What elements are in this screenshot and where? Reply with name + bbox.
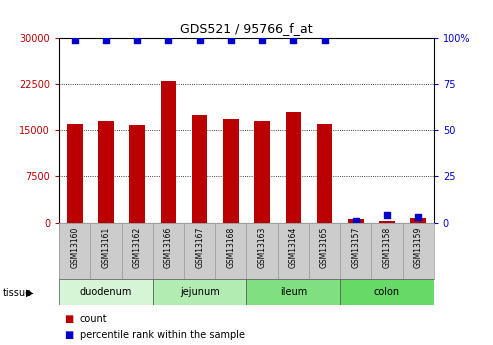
Bar: [340, 279, 434, 305]
Text: GSM13163: GSM13163: [258, 227, 267, 268]
Bar: [153, 223, 184, 279]
Point: [133, 37, 141, 42]
Bar: [215, 223, 246, 279]
Bar: [246, 279, 340, 305]
Bar: [90, 223, 122, 279]
Point: [227, 37, 235, 42]
Bar: [285, 112, 301, 223]
Point: [102, 37, 110, 42]
Text: duodenum: duodenum: [80, 287, 132, 297]
Bar: [98, 121, 114, 223]
Text: GSM13166: GSM13166: [164, 227, 173, 268]
Bar: [184, 223, 215, 279]
Text: GSM13160: GSM13160: [70, 227, 79, 268]
Text: percentile rank within the sample: percentile rank within the sample: [80, 331, 245, 340]
Bar: [403, 223, 434, 279]
Text: ▶: ▶: [26, 288, 33, 297]
Text: jejunum: jejunum: [180, 287, 219, 297]
Bar: [348, 219, 363, 223]
Bar: [122, 223, 153, 279]
Text: ■: ■: [64, 331, 73, 340]
Bar: [192, 115, 208, 223]
Text: GSM13167: GSM13167: [195, 227, 204, 268]
Bar: [153, 279, 246, 305]
Text: ■: ■: [64, 314, 73, 324]
Bar: [371, 223, 403, 279]
Text: GSM13168: GSM13168: [226, 227, 235, 268]
Text: GSM13159: GSM13159: [414, 227, 423, 268]
Point: [289, 37, 297, 42]
Text: ileum: ileum: [280, 287, 307, 297]
Text: GSM13165: GSM13165: [320, 227, 329, 268]
Point: [352, 218, 360, 224]
Point: [196, 37, 204, 42]
Text: tissue: tissue: [2, 288, 32, 297]
Text: GSM13162: GSM13162: [133, 227, 141, 268]
Bar: [309, 223, 340, 279]
Text: GSM13157: GSM13157: [352, 227, 360, 268]
Bar: [59, 223, 90, 279]
Bar: [317, 124, 332, 223]
Bar: [254, 121, 270, 223]
Bar: [340, 223, 371, 279]
Text: GSM13164: GSM13164: [289, 227, 298, 268]
Point: [414, 214, 422, 220]
Point: [383, 213, 391, 218]
Bar: [223, 119, 239, 223]
Bar: [278, 223, 309, 279]
Text: GSM13158: GSM13158: [383, 227, 391, 268]
Bar: [59, 279, 153, 305]
Bar: [67, 124, 83, 223]
Bar: [129, 125, 145, 223]
Text: colon: colon: [374, 287, 400, 297]
Text: count: count: [80, 314, 107, 324]
Bar: [379, 221, 395, 223]
Title: GDS521 / 95766_f_at: GDS521 / 95766_f_at: [180, 22, 313, 36]
Bar: [246, 223, 278, 279]
Point: [258, 37, 266, 42]
Point: [165, 37, 173, 42]
Point: [71, 37, 79, 42]
Point: [320, 37, 328, 42]
Bar: [410, 218, 426, 223]
Text: GSM13161: GSM13161: [102, 227, 110, 268]
Bar: [161, 81, 176, 223]
